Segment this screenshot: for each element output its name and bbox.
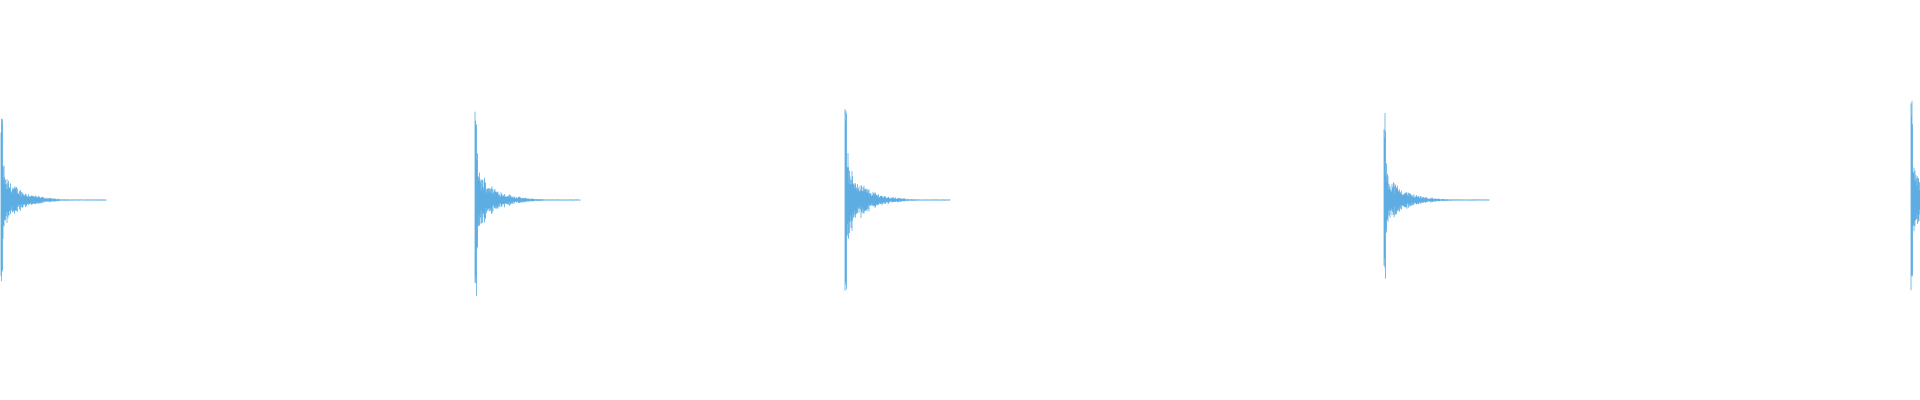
waveform-transient bbox=[1383, 112, 1490, 279]
waveform-transient bbox=[0, 118, 107, 282]
waveform-transient bbox=[474, 111, 581, 296]
waveform-transient bbox=[844, 109, 951, 291]
waveform-transient bbox=[1910, 100, 1920, 291]
